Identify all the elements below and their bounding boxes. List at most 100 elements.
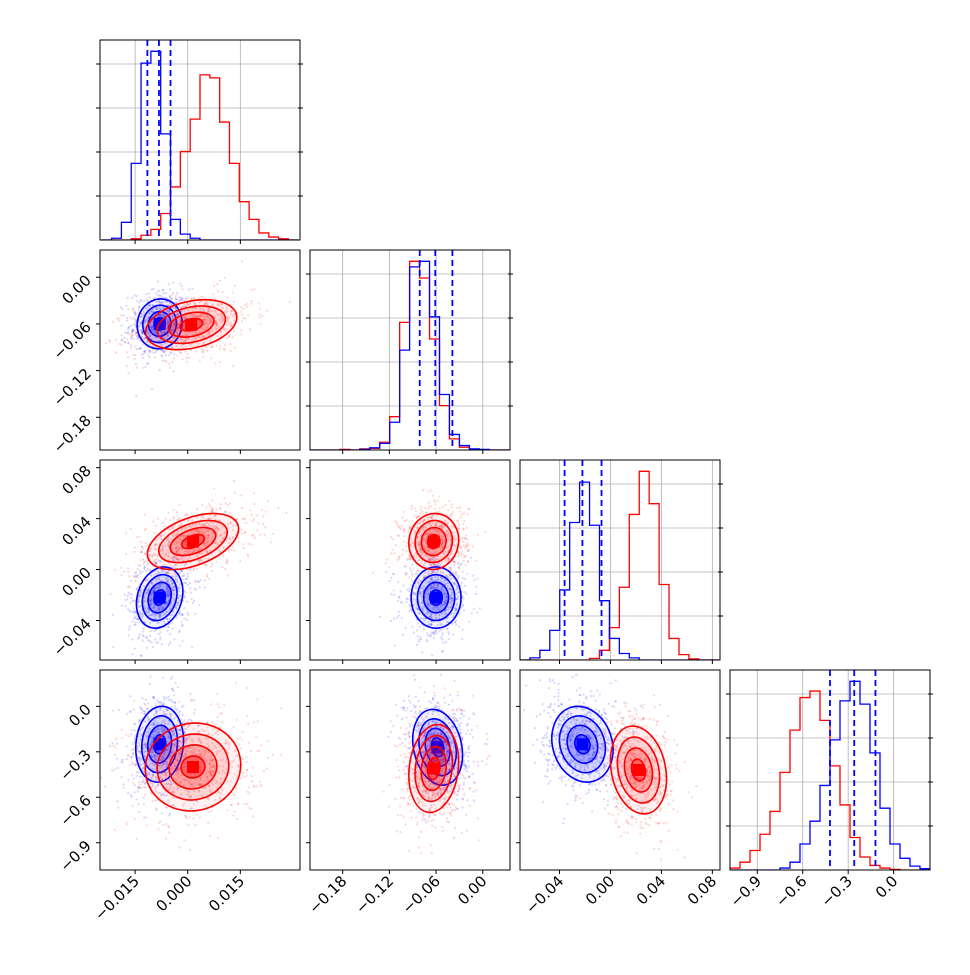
sample-point: [116, 743, 118, 745]
sample-point: [190, 592, 192, 594]
sample-point: [232, 292, 234, 294]
joint-panel-0-3: [88, 666, 300, 875]
sample-point: [127, 595, 129, 597]
sample-point: [411, 581, 413, 583]
sample-point: [193, 297, 195, 299]
sample-point: [149, 351, 151, 353]
sample-point: [406, 542, 408, 544]
sample-point: [172, 516, 174, 518]
sample-point: [243, 803, 245, 805]
sample-point: [234, 810, 236, 812]
sample-point: [224, 497, 226, 499]
marginal-panel-3: [726, 670, 933, 874]
sample-point: [406, 519, 408, 521]
sample-point: [176, 708, 178, 710]
sample-point: [134, 576, 136, 578]
sample-point: [132, 752, 134, 754]
sample-point: [131, 336, 133, 338]
sample-point: [145, 570, 147, 572]
sample-point: [393, 618, 395, 620]
sample-point: [442, 650, 444, 652]
sample-point: [244, 317, 246, 319]
sample-point: [423, 513, 425, 515]
sample-point: [146, 363, 148, 365]
sample-point: [463, 512, 465, 514]
sample-point: [126, 823, 128, 825]
sample-point: [134, 358, 136, 360]
sample-point: [142, 628, 144, 630]
sample-point: [451, 514, 453, 516]
sample-point: [142, 631, 144, 633]
sample-point: [179, 710, 181, 712]
sample-point: [465, 564, 467, 566]
sample-point: [254, 537, 256, 539]
sample-point: [385, 571, 387, 573]
sample-point: [464, 585, 466, 587]
sample-point: [455, 619, 457, 621]
sample-point: [118, 317, 120, 319]
sample-point: [184, 351, 186, 353]
sample-point: [178, 631, 180, 633]
sample-point: [232, 365, 234, 367]
sample-point: [195, 589, 197, 591]
sample-point: [197, 581, 199, 583]
sample-point: [431, 654, 433, 656]
sample-point: [165, 518, 167, 520]
sample-point: [140, 300, 142, 302]
sample-point: [142, 640, 144, 642]
sample-point: [142, 357, 144, 359]
sample-point: [141, 354, 143, 356]
sample-point: [172, 361, 174, 363]
sample-point: [233, 301, 235, 303]
sample-point: [126, 305, 128, 307]
sample-point: [205, 506, 207, 508]
sample-point: [174, 702, 176, 704]
sample-point: [145, 542, 147, 544]
sample-point: [136, 798, 138, 800]
sample-point: [219, 280, 221, 282]
sample-point: [173, 690, 175, 692]
sample-point: [472, 545, 474, 547]
sample-point: [462, 571, 464, 573]
sample-point: [416, 644, 418, 646]
sample-point: [446, 513, 448, 515]
sample-point: [168, 699, 170, 701]
sample-point: [206, 575, 208, 577]
sample-point: [181, 285, 183, 287]
sample-point: [289, 301, 291, 303]
sample-point: [139, 572, 141, 574]
sample-point: [463, 591, 465, 593]
sample-point: [244, 531, 246, 533]
sample-point: [191, 598, 193, 600]
sample-point: [141, 571, 143, 573]
sample-point: [126, 365, 128, 367]
sample-point: [247, 314, 249, 316]
sample-point: [233, 330, 235, 332]
sample-point: [173, 694, 175, 696]
sample-point: [134, 729, 136, 731]
sample-point: [251, 534, 253, 536]
sample-point: [222, 555, 224, 557]
sample-point: [133, 317, 135, 319]
sample-point: [415, 510, 417, 512]
sample-point: [146, 636, 148, 638]
sample-point: [438, 495, 440, 497]
sample-point: [211, 499, 213, 501]
sample-point: [249, 328, 251, 330]
sample-point: [410, 508, 412, 510]
sample-point: [459, 613, 461, 615]
sample-point: [127, 332, 129, 334]
sample-point: [131, 621, 133, 623]
sample-point: [206, 573, 208, 575]
sample-point: [149, 640, 151, 642]
sample-point: [178, 847, 180, 849]
sample-point: [241, 532, 243, 534]
sample-point: [135, 621, 137, 623]
sample-point: [145, 699, 147, 701]
sample-point: [453, 564, 455, 566]
sample-point: [405, 565, 407, 567]
sample-point: [241, 260, 243, 262]
sample-point: [134, 735, 136, 737]
sample-point: [146, 647, 148, 649]
